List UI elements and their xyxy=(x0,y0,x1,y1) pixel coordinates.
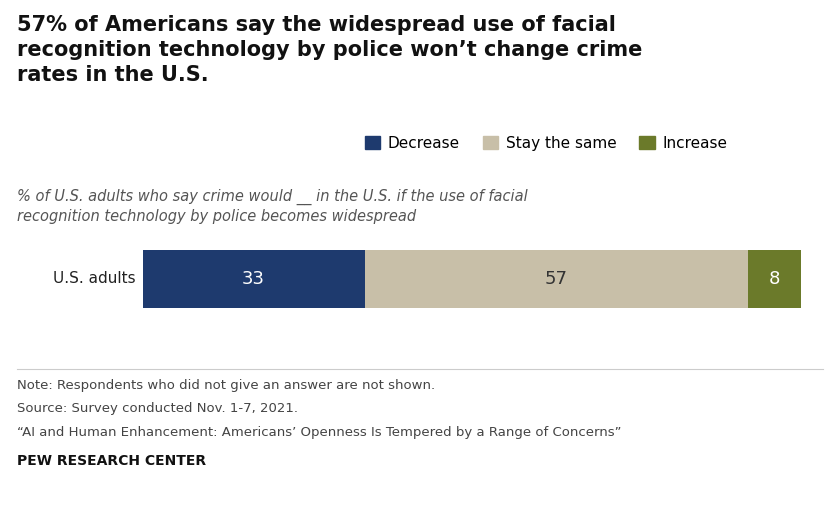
Text: % of U.S. adults who say crime would __ in the U.S. if the use of facial
recogni: % of U.S. adults who say crime would __ … xyxy=(17,188,528,224)
Text: Note: Respondents who did not give an answer are not shown.: Note: Respondents who did not give an an… xyxy=(17,379,435,392)
Bar xyxy=(143,250,365,308)
Text: U.S. adults: U.S. adults xyxy=(54,271,136,286)
Text: Source: Survey conducted Nov. 1-7, 2021.: Source: Survey conducted Nov. 1-7, 2021. xyxy=(17,402,298,415)
Text: 57: 57 xyxy=(544,270,568,287)
Text: 57% of Americans say the widespread use of facial
recognition technology by poli: 57% of Americans say the widespread use … xyxy=(17,15,642,85)
Bar xyxy=(365,250,748,308)
Text: 8: 8 xyxy=(769,270,780,287)
Legend: Decrease, Stay the same, Increase: Decrease, Stay the same, Increase xyxy=(359,130,733,157)
Bar xyxy=(748,250,801,308)
Text: 33: 33 xyxy=(242,270,265,287)
Text: PEW RESEARCH CENTER: PEW RESEARCH CENTER xyxy=(17,454,206,468)
Text: “AI and Human Enhancement: Americans’ Openness Is Tempered by a Range of Concern: “AI and Human Enhancement: Americans’ Op… xyxy=(17,426,622,439)
